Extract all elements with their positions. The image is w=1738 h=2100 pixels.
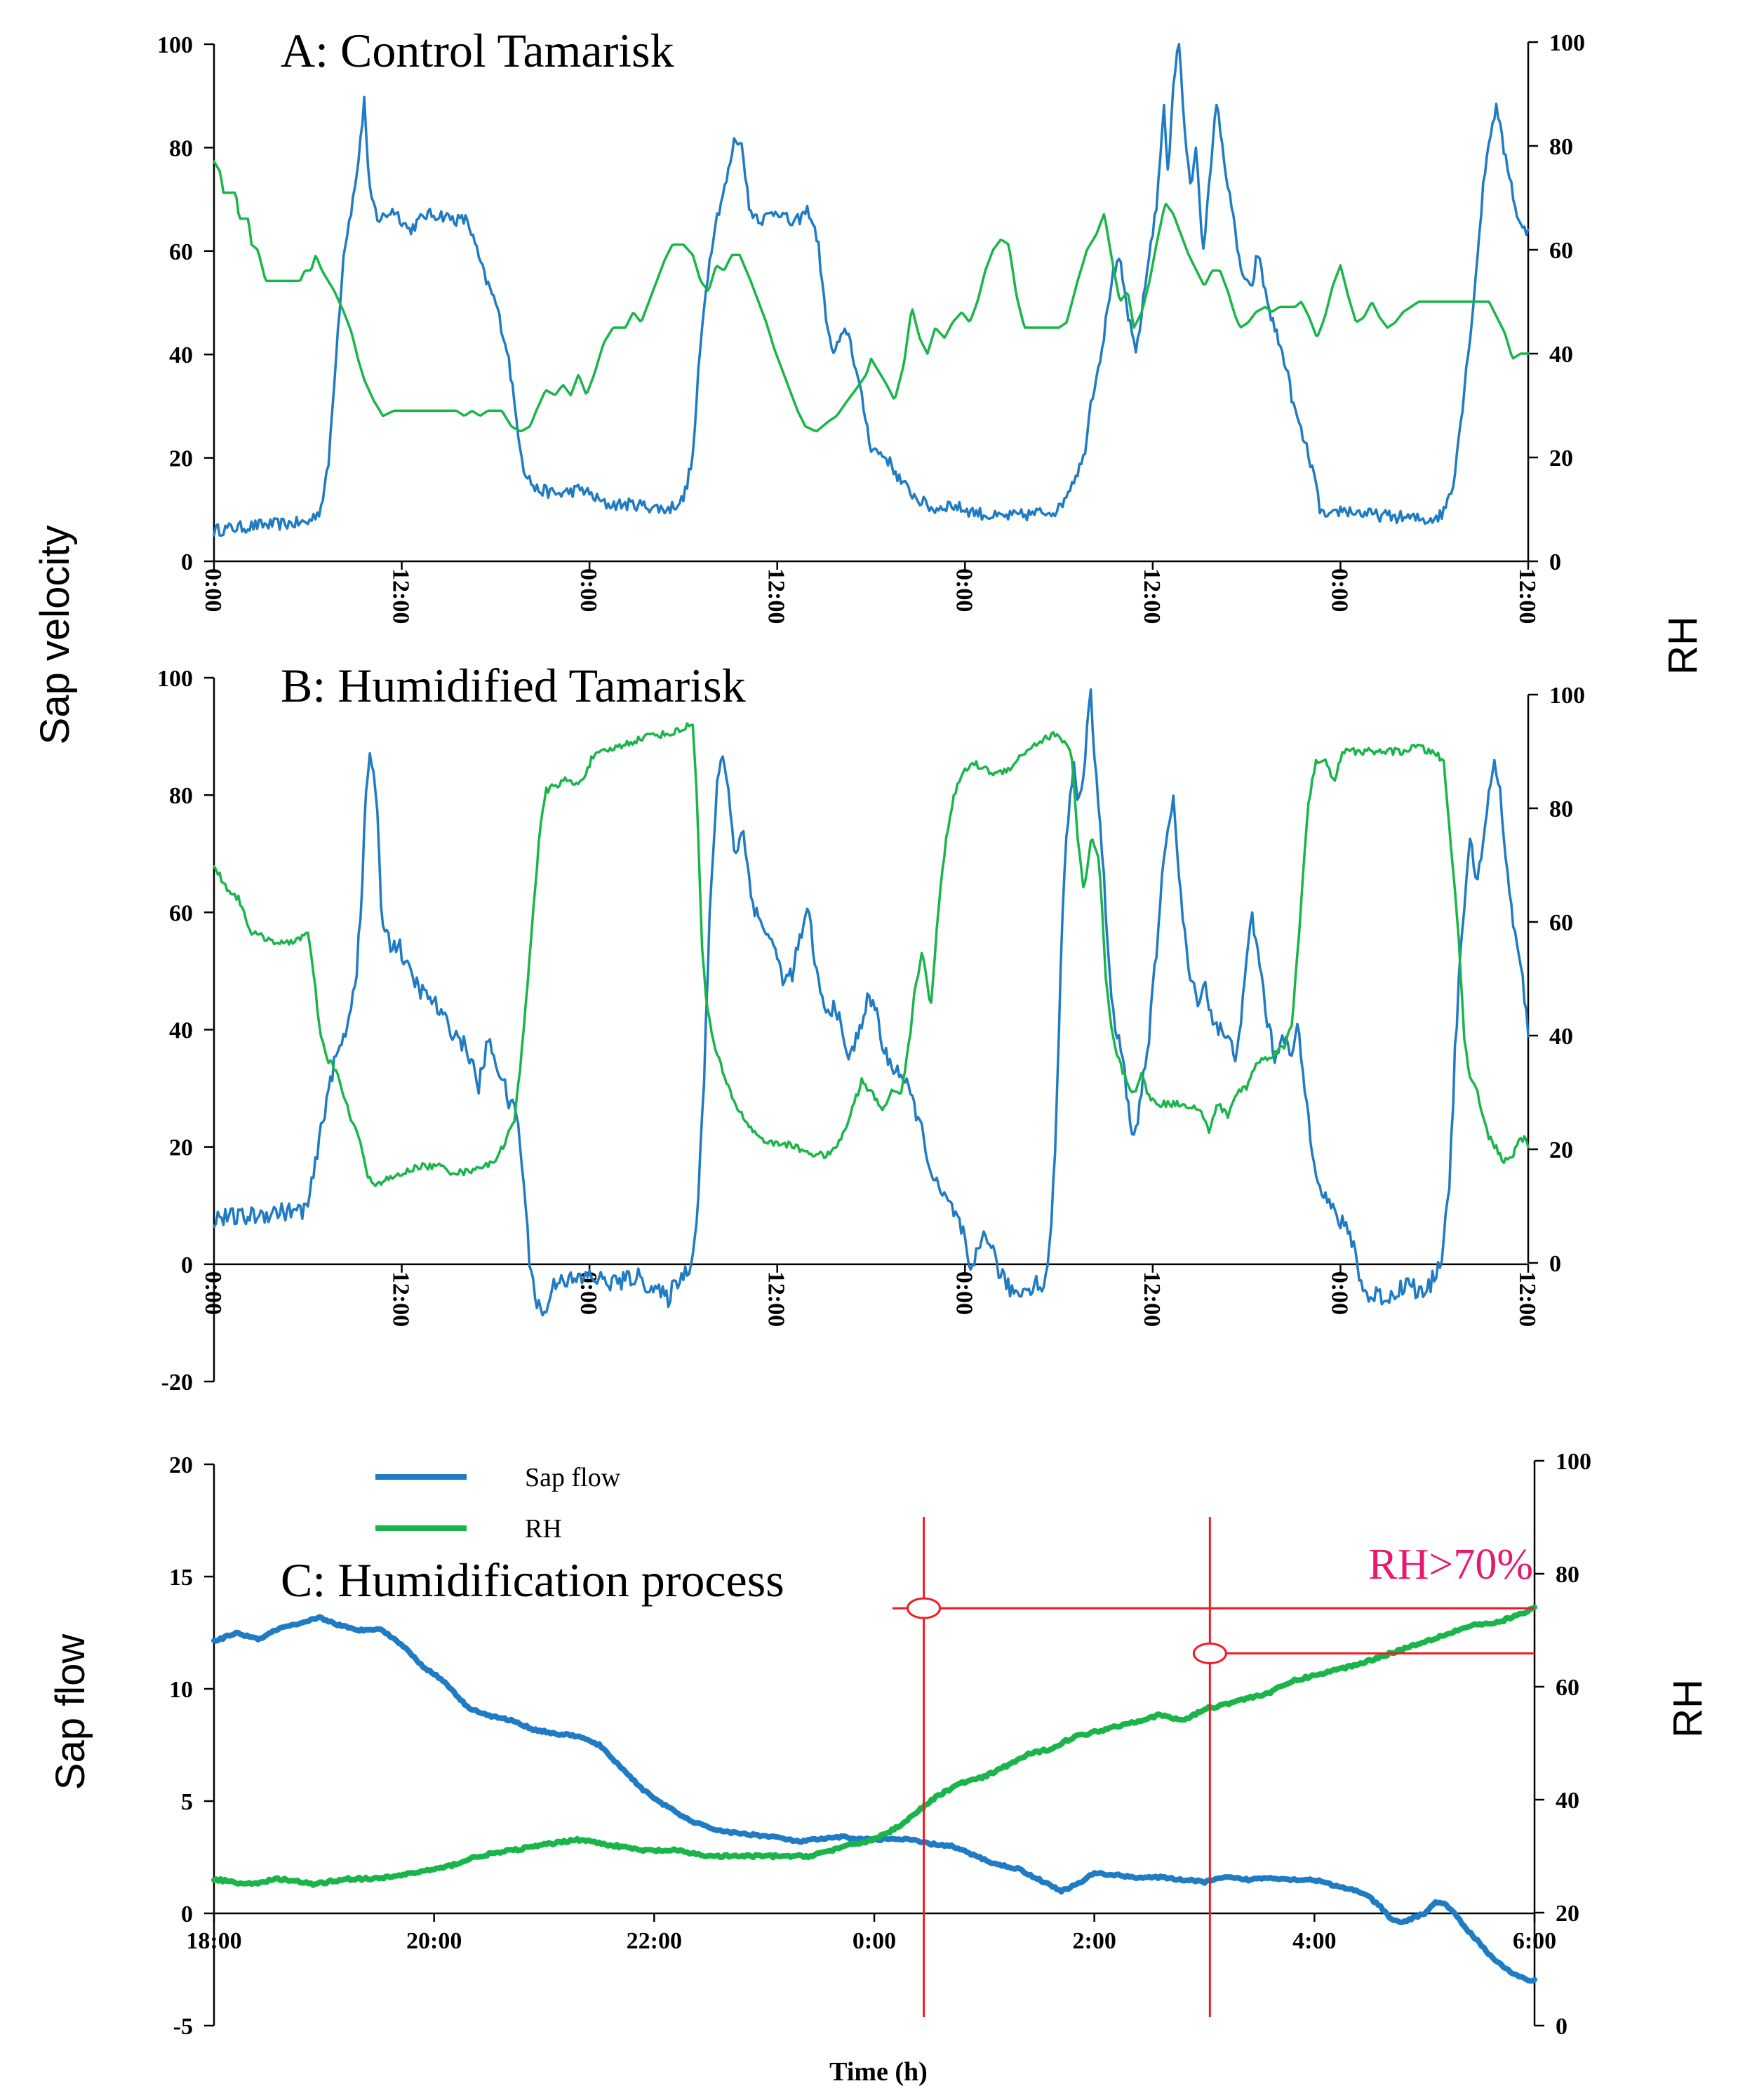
shared-ylabel-left: Sap velocity <box>32 526 78 745</box>
panel-c-humidification-process: C: Humidification process Sap flow RH Ti… <box>48 1449 1711 2087</box>
legend: Sap flow RH <box>375 1463 621 1544</box>
x-tick-label: 0:00 <box>853 1928 896 1954</box>
x-tick-label: 12:00 <box>763 568 789 624</box>
right-tick-label: 100 <box>1556 1449 1591 1475</box>
right-tick-label: 100 <box>1549 30 1585 56</box>
legend-label-rh: RH <box>525 1514 562 1544</box>
x-tick-label: 6:00 <box>1513 1928 1556 1954</box>
series-line-rh <box>213 722 1530 1188</box>
panel-a-control-tamarisk: A: Control Tamarisk 0 20 40 60 80 100 0 20 40 60 8… <box>157 24 1585 624</box>
left-tick-label: 5 <box>181 1789 193 1815</box>
x-tick-label: 0:00 <box>951 1271 977 1315</box>
x-tick-label: 12:00 <box>1139 1271 1165 1327</box>
right-tick-label: 60 <box>1549 238 1573 264</box>
left-tick-label: 40 <box>169 342 193 368</box>
right-tick-label: 0 <box>1556 2014 1567 2040</box>
left-tick-label: 60 <box>169 239 193 265</box>
panel-c-ylabel-left: Sap flow <box>48 1633 93 1791</box>
x-tick-label: 12:00 <box>1514 1271 1540 1327</box>
panel-b-humidified-tamarisk: B: Humidified Tamarisk -20 0 20 40 60 80 100 0 2… <box>157 659 1585 1396</box>
panel-a-title: A: Control Tamarisk <box>281 24 674 77</box>
x-tick-label: 12:00 <box>388 568 414 624</box>
x-tick-label: 20:00 <box>406 1928 462 1954</box>
x-tick-label: 0:00 <box>200 1271 226 1315</box>
right-tick-label: 100 <box>1549 683 1585 709</box>
panel-c-xlabel: Time (h) <box>829 2057 928 2087</box>
x-tick-label: 2:00 <box>1073 1928 1116 1954</box>
left-tick-label: 60 <box>169 900 193 926</box>
right-tick-label: 40 <box>1556 1788 1579 1814</box>
left-tick-label: 100 <box>157 32 193 58</box>
right-tick-label: 40 <box>1549 1024 1573 1050</box>
left-tick-label: 80 <box>169 783 193 809</box>
right-tick-label: 80 <box>1556 1562 1579 1588</box>
x-tick-label: 0:00 <box>575 568 601 612</box>
right-tick-label: 60 <box>1556 1675 1579 1701</box>
panel-b-title: B: Humidified Tamarisk <box>281 659 746 712</box>
threshold-crossing-marker <box>1192 1643 1227 1665</box>
right-tick-label: 80 <box>1549 796 1573 822</box>
x-tick-label: 0:00 <box>575 1271 601 1315</box>
x-tick-label: 12:00 <box>1514 568 1540 624</box>
left-tick-label: 0 <box>181 1252 193 1278</box>
left-tick-label: 20 <box>169 446 193 472</box>
rh-threshold-annotation: RH>70% <box>1368 1541 1533 1589</box>
series-line-sap-velocity <box>213 43 1530 537</box>
x-tick-label: 12:00 <box>388 1271 414 1327</box>
left-tick-label: 0 <box>181 549 193 575</box>
right-tick-label: 0 <box>1549 1251 1561 1277</box>
left-tick-label: -5 <box>173 2014 193 2040</box>
x-tick-label: 0:00 <box>951 568 977 612</box>
left-tick-label: 0 <box>181 1901 193 1927</box>
x-tick-label: 22:00 <box>627 1928 682 1954</box>
x-tick-label: 12:00 <box>1139 568 1165 624</box>
right-tick-label: 20 <box>1549 446 1573 472</box>
left-tick-label: 100 <box>157 666 193 692</box>
left-tick-label: 80 <box>169 135 193 161</box>
right-tick-label: 20 <box>1556 1901 1579 1927</box>
panel-c-title: C: Humidification process <box>281 1553 784 1607</box>
panel-c-ylabel-right: RH <box>1665 1679 1711 1738</box>
x-tick-label: 4:00 <box>1292 1928 1336 1954</box>
left-tick-label: 15 <box>169 1565 193 1591</box>
right-tick-label: 40 <box>1549 342 1573 368</box>
x-tick-label: 0:00 <box>1326 1271 1352 1315</box>
threshold-crossing-marker <box>907 1597 942 1619</box>
right-tick-label: 0 <box>1549 549 1561 575</box>
series-line-sap-velocity <box>213 688 1530 1317</box>
right-tick-label: 60 <box>1549 910 1573 936</box>
series-line-rh <box>213 160 1530 433</box>
left-tick-label: -20 <box>161 1370 193 1396</box>
x-tick-label: 12:00 <box>763 1271 789 1327</box>
left-tick-label: 20 <box>169 1452 193 1478</box>
x-tick-label: 0:00 <box>1326 568 1352 612</box>
x-tick-label: 18:00 <box>186 1928 241 1954</box>
right-tick-label: 20 <box>1549 1137 1573 1163</box>
right-tick-label: 80 <box>1549 134 1573 160</box>
left-tick-label: 20 <box>169 1135 193 1161</box>
x-tick-label: 0:00 <box>200 568 226 612</box>
legend-label-sap-flow: Sap flow <box>525 1463 621 1492</box>
left-tick-label: 10 <box>169 1677 193 1703</box>
left-tick-label: 40 <box>169 1018 193 1044</box>
series-line-rh <box>211 1604 1537 1888</box>
shared-ylabel-right: RH <box>1660 616 1706 675</box>
